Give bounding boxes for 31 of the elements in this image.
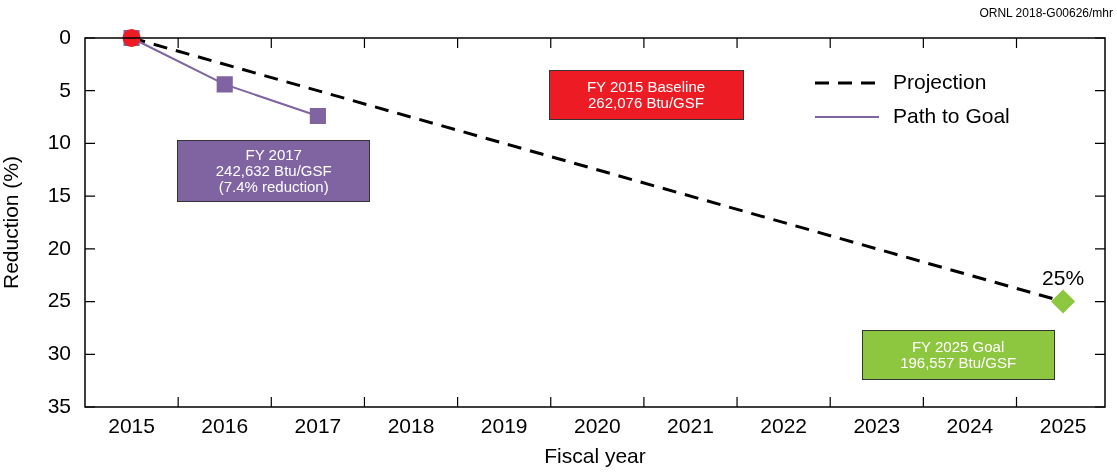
- x-tick-label: 2025: [1039, 414, 1087, 438]
- callout-box: FY 2025 Goal 196,557 Btu/GSF: [861, 330, 1055, 381]
- x-tick-label: 2016: [201, 414, 249, 438]
- legend-label: Path to Goal: [893, 103, 1010, 127]
- point: [309, 107, 326, 125]
- callout-box: FY 2015 Baseline 262,076 Btu/GSF: [548, 70, 744, 121]
- callout-box: FY 2017 242,632 Btu/GSF (7.4% reduction): [177, 139, 371, 202]
- point: [216, 76, 233, 93]
- x-tick-label: 2024: [946, 414, 994, 438]
- x-tick-label: 2018: [387, 414, 435, 438]
- x-tick-label: 2022: [760, 414, 807, 438]
- x-tick-label: 2015: [108, 414, 155, 438]
- x-tick-label: 2017: [294, 414, 342, 438]
- annotation: 25%: [1042, 265, 1085, 289]
- x-tick-label: 2021: [667, 414, 714, 438]
- y-tick-label: 30: [47, 341, 71, 365]
- text: ORNL 2018-G00626/mhr: [979, 6, 1113, 21]
- y-tick-label: 15: [47, 182, 71, 206]
- y-tick-label: 25: [47, 288, 71, 312]
- y-tick-label: 0: [59, 24, 71, 48]
- y-axis-title: Reduction (%): [0, 155, 23, 290]
- y-tick-label: 20: [47, 235, 71, 259]
- y-tick-label: 10: [47, 130, 71, 154]
- x-tick-label: 2023: [853, 414, 901, 438]
- x-tick-label: 2019: [480, 414, 528, 438]
- x-axis-title: Fiscal year: [544, 444, 646, 468]
- point: [1051, 289, 1076, 314]
- y-tick-label: 35: [47, 393, 71, 417]
- legend-label: Projection: [893, 69, 987, 93]
- y-tick-label: 5: [59, 77, 71, 101]
- x-tick-label: 2020: [573, 414, 621, 438]
